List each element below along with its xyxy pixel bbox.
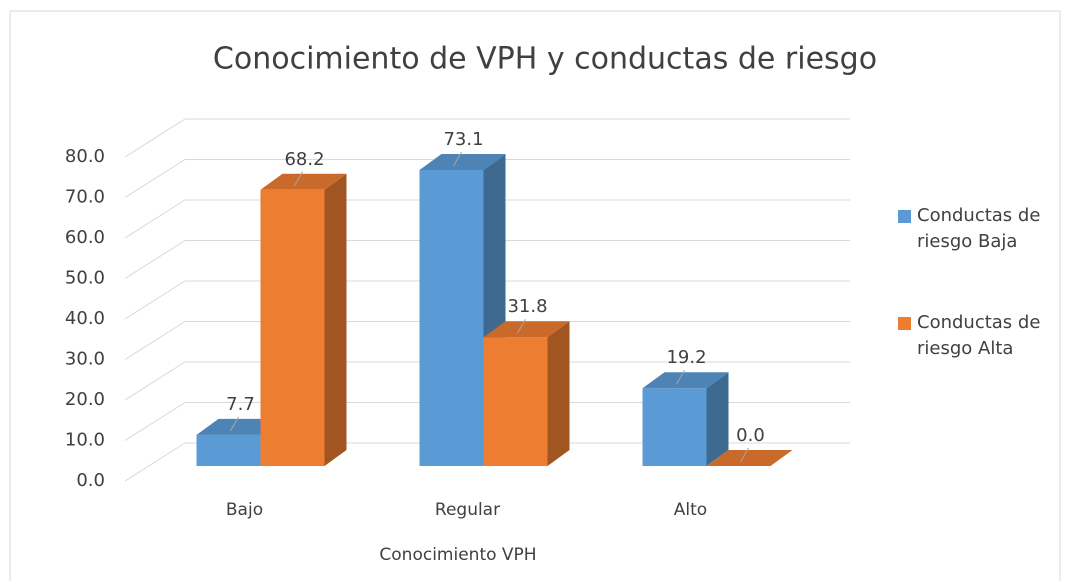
legend-item: Conductas de riesgo Alta — [898, 310, 1048, 362]
bar-side — [324, 173, 347, 467]
bar-top — [483, 321, 570, 338]
x-tick-label: Alto — [674, 500, 707, 520]
grid-line — [124, 199, 186, 239]
leader-line — [453, 151, 462, 167]
data-label: 19.2 — [666, 347, 706, 368]
x-axis-label: Conocimiento VPH — [379, 545, 536, 565]
grid-line — [124, 442, 186, 482]
leader-line — [230, 416, 239, 432]
bar-front — [483, 337, 548, 466]
legend-swatch — [898, 210, 911, 223]
grid-line — [124, 361, 186, 401]
y-tick-label: 50.0 — [65, 268, 105, 289]
grid-line — [124, 280, 186, 320]
y-tick-label: 10.0 — [65, 430, 105, 451]
bar-front — [642, 388, 707, 466]
y-tick-label: 70.0 — [65, 187, 105, 208]
x-tick-label: Bajo — [226, 500, 263, 520]
bar-top — [642, 372, 729, 389]
bar-top — [706, 450, 793, 466]
leader-line — [294, 171, 303, 187]
legend-swatch — [898, 317, 911, 330]
bar-front — [196, 434, 261, 466]
y-tick-label: 80.0 — [65, 146, 105, 167]
legend-label: Conductas de riesgo Baja — [917, 205, 1041, 252]
y-tick-label: 30.0 — [65, 349, 105, 370]
grid-line — [124, 240, 186, 279]
legend-item: Conductas de riesgo Baja — [898, 203, 1048, 255]
grid-line — [124, 159, 186, 198]
y-tick-label: 0.0 — [76, 470, 105, 491]
y-tick-label: 20.0 — [65, 389, 105, 410]
grid-line — [124, 321, 186, 360]
bar-side — [547, 321, 570, 466]
legend-label: Conductas de riesgo Alta — [917, 312, 1041, 359]
y-tick-label: 40.0 — [65, 308, 105, 329]
bar-front — [260, 189, 325, 467]
leader-line — [517, 318, 526, 334]
x-tick-label: Regular — [435, 500, 500, 520]
chart-title: Conocimiento de VPH y conductas de riesg… — [213, 42, 877, 77]
data-label: 73.1 — [443, 129, 483, 150]
bar-top — [419, 153, 506, 170]
bar-top — [260, 173, 347, 190]
grid-line — [124, 402, 186, 441]
data-label: 7.7 — [226, 394, 255, 415]
y-tick-label: 60.0 — [65, 227, 105, 248]
leader-line — [676, 369, 685, 385]
chart-border — [9, 10, 1061, 581]
data-label: 68.2 — [284, 149, 324, 170]
data-label: 0.0 — [736, 425, 765, 446]
bar-front — [419, 169, 484, 466]
grid-line — [124, 118, 186, 158]
bar-side — [706, 372, 729, 466]
data-label: 31.8 — [507, 296, 547, 317]
leader-line — [740, 447, 749, 463]
